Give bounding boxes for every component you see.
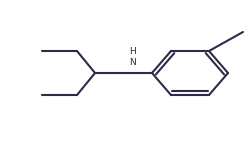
Text: N: N bbox=[130, 57, 136, 66]
Text: H: H bbox=[130, 46, 136, 56]
